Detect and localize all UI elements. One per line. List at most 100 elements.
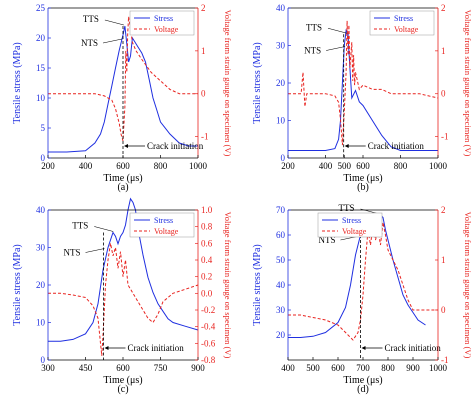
x-tick-label: 900 [406, 363, 420, 373]
y-axis-title: Tensile stress (MPa) [12, 244, 23, 326]
nts-label: NTS [319, 235, 336, 245]
legend-box [129, 212, 195, 238]
y-axis-title: Tensile stress (MPa) [12, 42, 23, 124]
x-axis-title: Time (μs) [343, 173, 382, 184]
crack-initiation-label: Crack initiation [147, 141, 204, 151]
legend-stress-label: Stress [394, 14, 413, 23]
x-tick-label: 600 [356, 161, 370, 171]
x-tick-label: 800 [154, 161, 168, 171]
crack-arrowhead [361, 346, 366, 350]
y2-tick-label: 2 [441, 3, 446, 13]
legend-box [369, 10, 435, 36]
crack-arrowhead [104, 346, 109, 350]
tts-leader [94, 226, 114, 232]
nts-label: NTS [304, 46, 321, 56]
y-axis-title: Tensile stress (MPa) [252, 244, 263, 326]
y2-tick-label: -0.8 [201, 355, 216, 365]
crack-arrowhead [124, 144, 128, 148]
y2-tick-label: -1 [441, 132, 449, 142]
panel-2: Crack initiation TTS NTS 300 450 600 750 900 0 10… [12, 197, 233, 395]
legend-stress-label: Stress [154, 14, 173, 23]
nts-label: NTS [64, 248, 81, 258]
crack-initiation-label: Crack initiation [128, 343, 185, 353]
tts-leader [327, 27, 348, 34]
y-tick-label: 10 [36, 318, 46, 328]
y2-tick-label: -0.6 [201, 338, 216, 348]
y2-tick-label: -0.4 [201, 322, 216, 332]
y-tick-label: 70 [276, 205, 286, 215]
x-axis-title: Time (μs) [103, 173, 142, 184]
x-tick-label: 500 [306, 363, 320, 373]
y2-tick-label: 2 [441, 205, 446, 215]
crack-arrowhead [344, 144, 349, 148]
y2-axis-title: Voltage from strain gauge on specimen (V… [463, 10, 473, 157]
x-tick-label: 1000 [429, 363, 448, 373]
panel-caption: (b) [357, 182, 369, 193]
y-tick-label: 15 [36, 63, 46, 73]
legend-voltage-label: Voltage [394, 25, 419, 34]
tts-label: TTS [339, 203, 355, 213]
y-tick-label: 10 [276, 116, 286, 126]
y-axis-title: Tensile stress (MPa) [252, 42, 263, 124]
y-tick-label: 30 [36, 243, 46, 253]
panel-caption: (a) [117, 182, 128, 193]
x-tick-label: 700 [356, 363, 370, 373]
x-tick-label: 400 [319, 161, 333, 171]
y2-tick-label: 0 [441, 89, 446, 99]
y2-tick-label: 0 [441, 305, 446, 315]
y2-tick-label: 1 [441, 255, 446, 265]
y2-tick-label: -1 [441, 355, 449, 365]
y-tick-label: 5 [41, 123, 46, 133]
tts-label: TTS [83, 14, 99, 24]
voltage-series-line [288, 222, 438, 341]
x-tick-label: 900 [191, 363, 205, 373]
x-tick-label: 600 [116, 363, 130, 373]
y-tick-label: 10 [36, 93, 46, 103]
legend-voltage-label: Voltage [342, 227, 367, 236]
tts-label: TTS [72, 221, 88, 231]
nts-leader [85, 248, 105, 253]
y2-axis-title: Voltage from strain gauge on specimen (V… [223, 212, 233, 359]
y2-tick-label: 0.6 [201, 238, 213, 248]
y2-tick-label: 1 [441, 46, 446, 56]
legend-stress-label: Stress [154, 216, 173, 225]
nts-label: NTS [81, 38, 98, 48]
y-tick-label: 50 [276, 255, 286, 265]
panel-caption: (d) [357, 384, 369, 395]
y-tick-label: 0 [41, 355, 46, 365]
y-tick-label: 20 [276, 330, 286, 340]
tts-leader [104, 19, 124, 26]
panel-caption: (c) [117, 384, 128, 395]
x-tick-label: 200 [41, 161, 55, 171]
voltage-series-line [288, 20, 439, 146]
y2-axis-title: Voltage from strain gauge on specimen (V… [223, 10, 233, 157]
y2-tick-label: 1.0 [201, 205, 213, 215]
x-tick-label: 800 [381, 363, 395, 373]
y2-tick-label: 0 [201, 89, 206, 99]
stress-series-line [48, 25, 198, 153]
x-axis-title: Time (μs) [343, 375, 382, 386]
y2-tick-label: 0.0 [201, 288, 213, 298]
y2-tick-label: -1 [201, 132, 209, 142]
y-tick-label: 30 [276, 305, 286, 315]
x-tick-label: 400 [79, 161, 93, 171]
y2-tick-label: 0.8 [201, 222, 213, 232]
x-tick-label: 600 [116, 161, 130, 171]
crack-initiation-label: Crack initiation [368, 141, 425, 151]
x-tick-label: 1000 [189, 161, 208, 171]
y-tick-label: 60 [276, 230, 286, 240]
y2-tick-label: 2 [201, 3, 206, 13]
y-tick-label: 0 [281, 153, 286, 163]
y-tick-label: 25 [36, 3, 46, 13]
y-tick-label: 20 [276, 78, 286, 88]
x-tick-label: 300 [41, 363, 55, 373]
y2-tick-label: -0.2 [201, 305, 215, 315]
y2-tick-label: 1 [201, 46, 206, 56]
y-tick-label: 20 [36, 33, 46, 43]
nts-leader [326, 46, 346, 51]
x-tick-label: 400 [281, 363, 295, 373]
panel-0: Crack initiation TTS NTS 200 400 600 800 1000 0 5… [12, 3, 233, 193]
